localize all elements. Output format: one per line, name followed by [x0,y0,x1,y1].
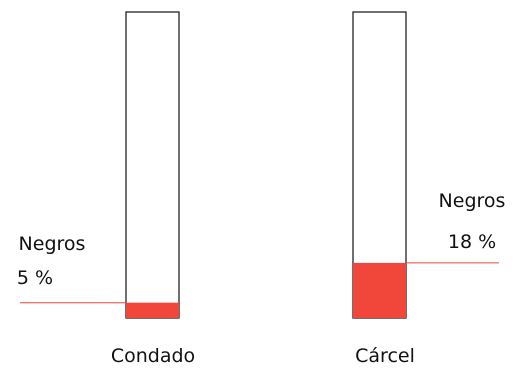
annotation-group-condado: Negros [19,233,86,255]
category-label-condado: Condado [111,345,195,367]
column-outline-condado [125,11,180,319]
annotation-group-carcel: Negros [439,190,506,212]
bar-fill-condado [126,302,179,318]
annotation-value-carcel: 18 % [448,231,496,253]
category-label-carcel: Cárcel [355,345,415,367]
annotation-value-condado: 5 % [17,267,53,289]
bar-fill-carcel [353,262,406,318]
